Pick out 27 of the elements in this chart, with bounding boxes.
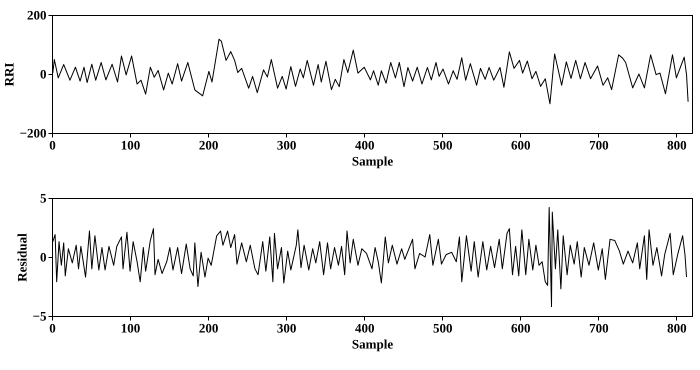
y-tick-label: 0 — [40, 250, 46, 264]
x-tick-label: 100 — [120, 138, 140, 152]
x-tick-label: 300 — [276, 320, 296, 336]
x-tick-label: 800 — [667, 138, 687, 152]
x-axis-title: Sample — [352, 336, 394, 352]
x-tick-label: 600 — [511, 138, 531, 152]
x-tick-label: 800 — [667, 320, 687, 336]
x-tick-label: 200 — [198, 320, 218, 336]
y-tick-label: 0 — [40, 66, 46, 82]
line-series — [52, 206, 688, 308]
x-tick-label: 700 — [589, 138, 609, 152]
x-tick-label: 300 — [276, 138, 296, 152]
y-axis-title: Residual — [14, 232, 30, 282]
x-tick-label: 600 — [511, 320, 531, 336]
x-tick-label: 100 — [120, 320, 140, 336]
y-axis-title: RRI — [2, 62, 17, 86]
x-tick-label: 400 — [354, 138, 374, 152]
x-tick-label: 700 — [589, 320, 609, 336]
y-tick-label: 5 — [40, 190, 47, 206]
x-tick-label: 400 — [354, 320, 374, 336]
y-tick-label: −200 — [20, 126, 46, 140]
y-tick-label: −5 — [32, 308, 47, 324]
x-axis-title: Sample — [352, 154, 394, 168]
x-tick-label: 500 — [432, 320, 452, 336]
y-tick-label: 200 — [27, 8, 46, 22]
x-tick-label: 500 — [432, 138, 452, 152]
x-tick-label: 200 — [198, 138, 218, 152]
